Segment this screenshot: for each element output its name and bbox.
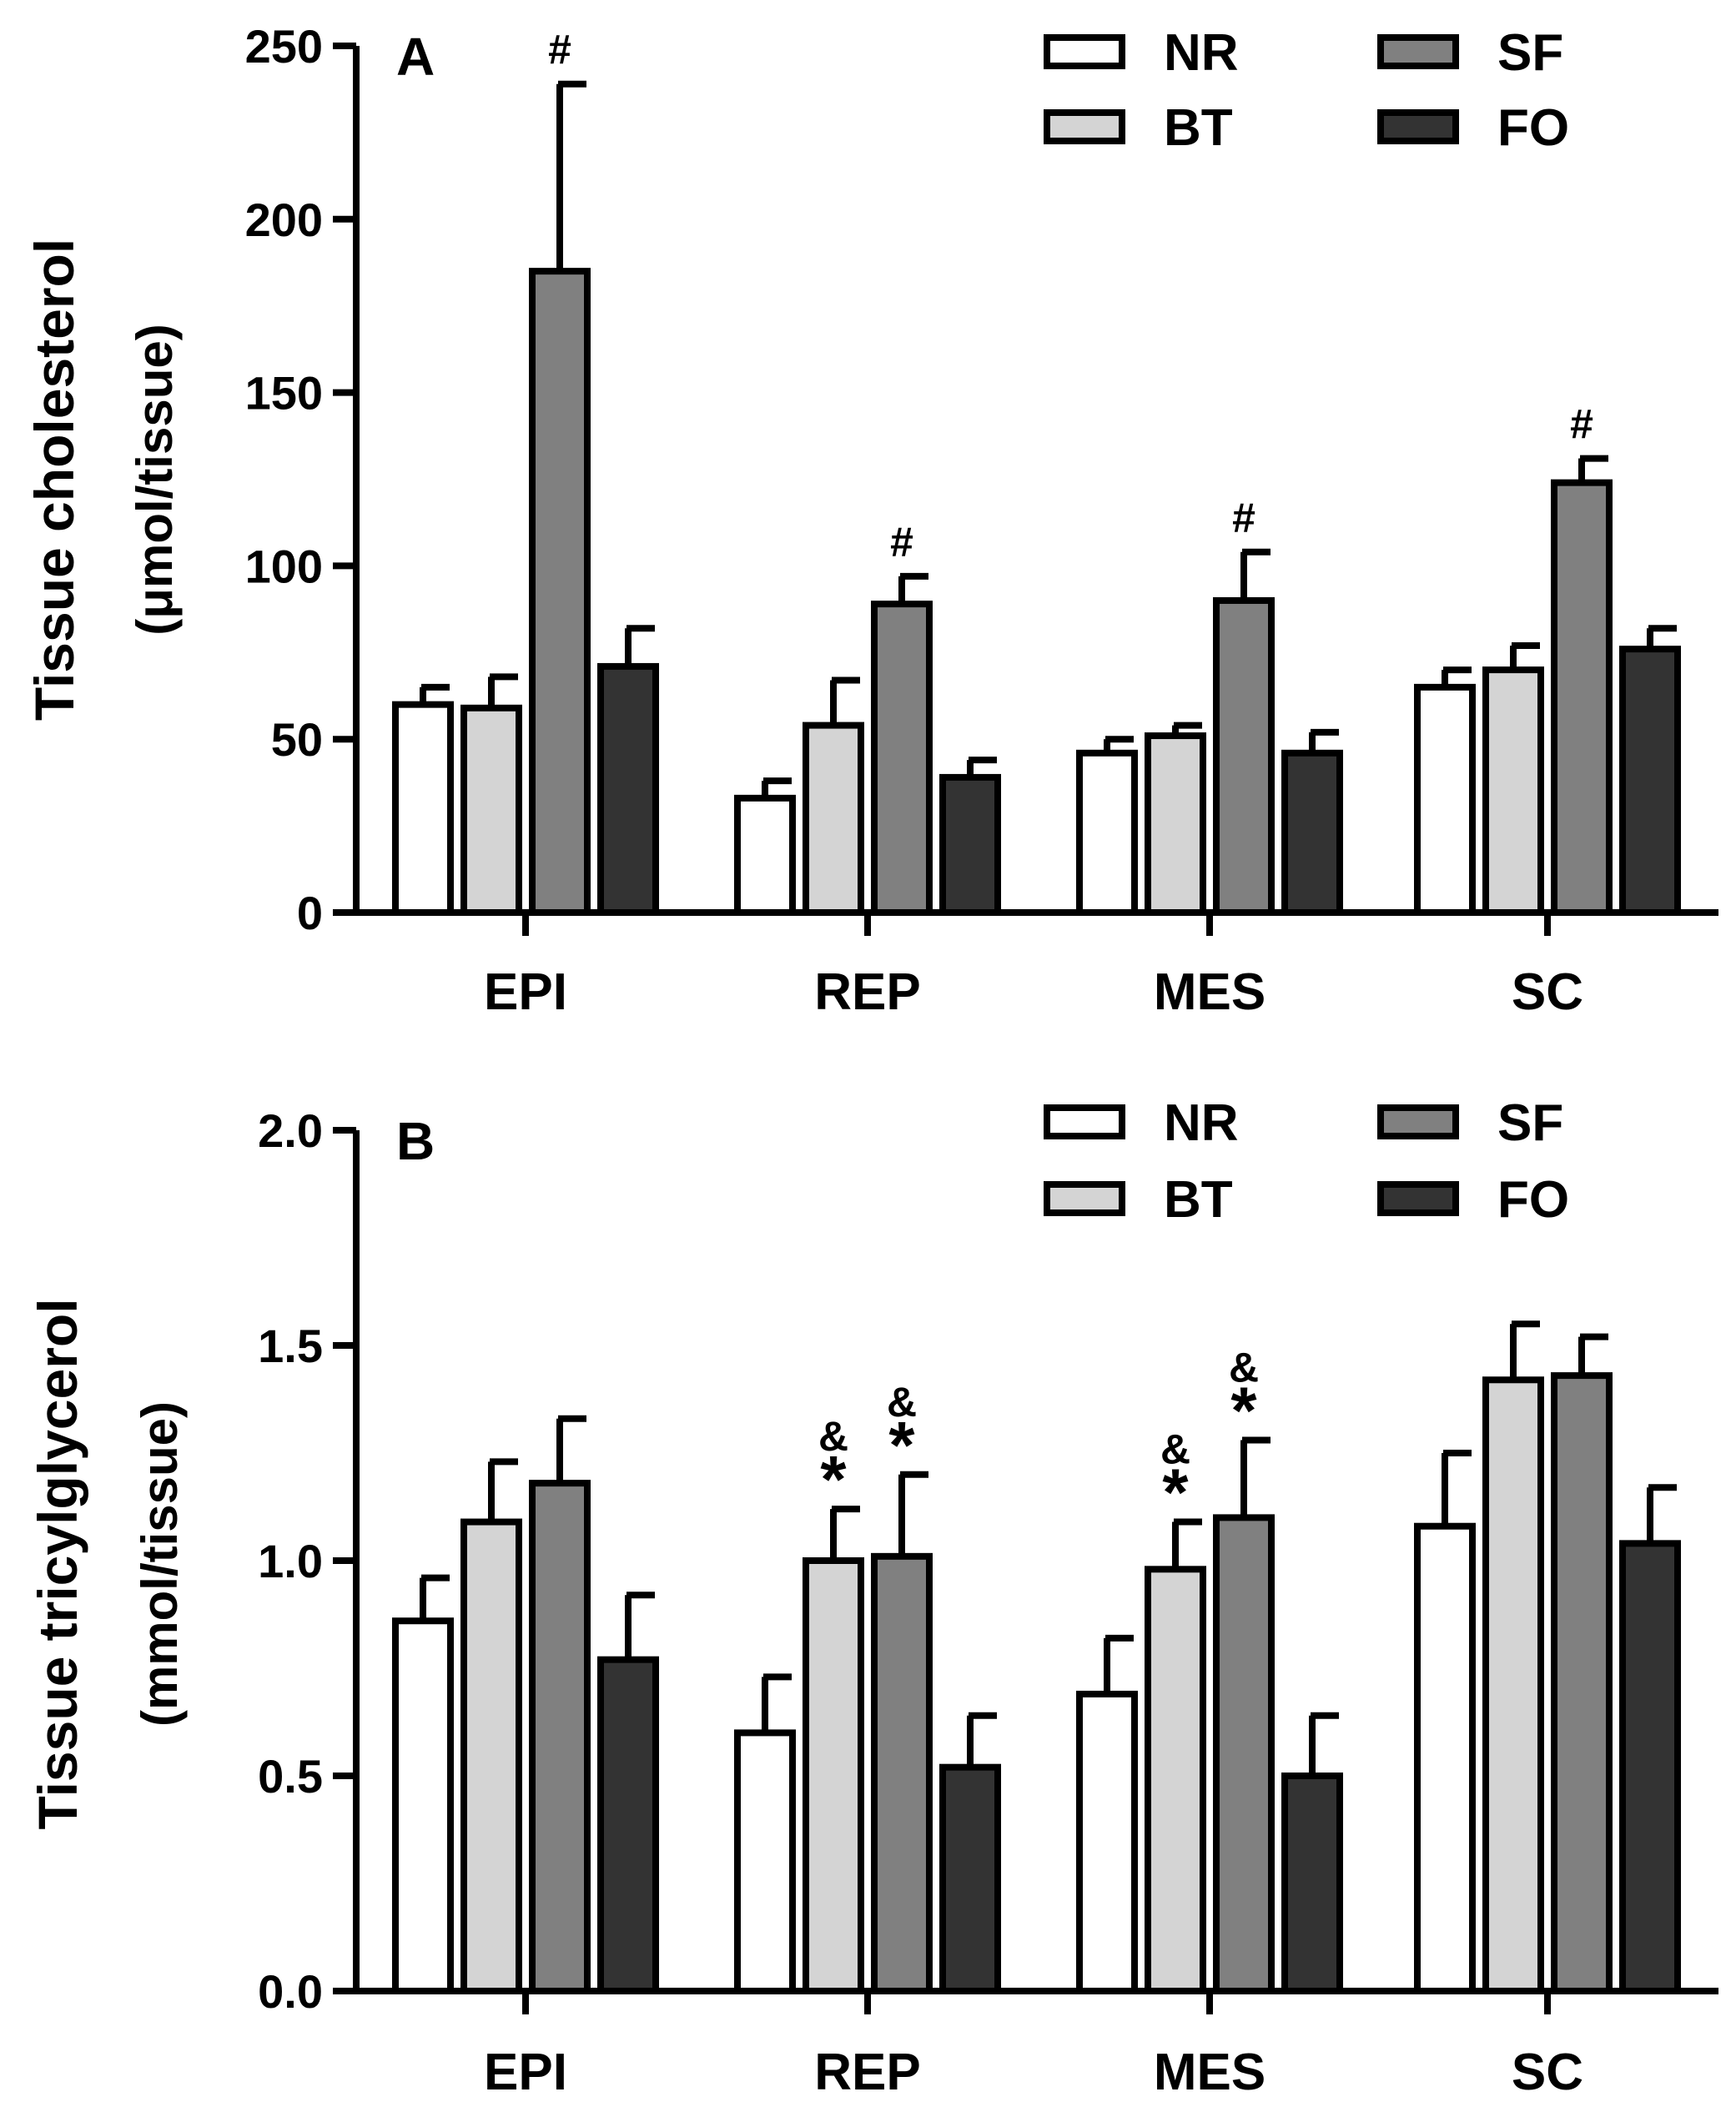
x-tick-label: MES (1154, 963, 1266, 1021)
bar-bt-mes (1145, 1566, 1206, 1994)
bar-fo-sc (1619, 646, 1681, 916)
x-tick-label: EPI (484, 2044, 567, 2101)
y-axis-label-units: (μmol/tissue) (127, 324, 183, 635)
x-tick-label: EPI (484, 963, 567, 1021)
bar-nr-rep (734, 794, 796, 916)
bar-sf-mes (1213, 596, 1275, 917)
y-tick-label: 2.0 (258, 1104, 323, 1157)
significance-marker: # (1232, 495, 1255, 541)
bar-nr-sc (1414, 683, 1476, 916)
legend-swatch-nr (1044, 1104, 1125, 1139)
significance-marker: # (548, 27, 571, 73)
bar-sf-epi (529, 1480, 591, 1994)
y-tick-label: 0.0 (258, 1965, 323, 2018)
bar-sf-epi (529, 268, 591, 916)
y-tick-label: 0 (297, 887, 323, 939)
bar-fo-rep (939, 773, 1001, 917)
y-tick-label: 50 (271, 713, 323, 766)
y-tick-label: 1.0 (258, 1535, 323, 1587)
panel-label: B (396, 1111, 435, 1171)
significance-marker: & (818, 1413, 848, 1460)
legend-swatch-sf (1377, 34, 1459, 69)
y-tick-label: 0.5 (258, 1750, 323, 1803)
y-tick-label: 1.5 (258, 1320, 323, 1372)
bar-fo-epi (597, 662, 659, 916)
x-tick-label: SC (1512, 2044, 1583, 2101)
significance-marker: # (890, 519, 913, 566)
bar-sf-rep (871, 601, 933, 917)
bar-nr-mes (1076, 1690, 1138, 1994)
y-tick-label: 100 (245, 540, 323, 592)
bar-bt-sc (1482, 1376, 1544, 1994)
panel-b-chart: 0.0 0.5 1.0 1.5 2.0 Tissue tricylglycerol (mmo… (27, 1094, 1718, 2101)
legend-swatch-sf (1377, 1104, 1459, 1139)
significance-marker: * (820, 1442, 847, 1516)
legend-label-bt: BT (1164, 99, 1233, 157)
legend-label-fo: FO (1497, 1171, 1569, 1229)
x-tick-label: REP (814, 2044, 920, 2101)
bar-fo-mes (1281, 1773, 1343, 1994)
legend-label-nr: NR (1164, 24, 1239, 82)
bar-sf-sc (1551, 479, 1613, 916)
bar-sf-rep (871, 1552, 933, 1994)
significance-marker: & (887, 1379, 917, 1426)
panel-label: A (396, 27, 435, 87)
significance-marker: & (1160, 1426, 1190, 1473)
significance-marker: * (888, 1408, 915, 1482)
y-tick-label: 200 (245, 194, 323, 246)
legend-label-sf: SF (1497, 24, 1563, 82)
y-tick-label: 150 (245, 367, 323, 420)
significance-marker: # (1570, 401, 1593, 448)
y-axis-label: Tissue tricylglycerol (27, 1298, 88, 1829)
bar-sf-sc (1551, 1372, 1613, 1994)
legend-label-nr: NR (1164, 1094, 1239, 1152)
bar-nr-sc (1414, 1522, 1476, 1994)
significance-marker: * (1230, 1374, 1257, 1448)
y-axis-label-units: (mmol/tissue) (132, 1401, 188, 1727)
x-tick-label: SC (1512, 963, 1583, 1021)
x-tick-label: MES (1154, 2044, 1266, 2101)
significance-marker: & (1229, 1345, 1259, 1391)
legend-swatch-bt (1044, 1181, 1125, 1216)
legend-label-sf: SF (1497, 1094, 1563, 1152)
bar-bt-mes (1145, 732, 1206, 916)
bar-fo-sc (1619, 1540, 1681, 1994)
bar-nr-rep (734, 1729, 796, 1994)
bar-bt-sc (1482, 666, 1544, 917)
y-tick-label: 250 (245, 20, 323, 73)
legend-label-fo: FO (1497, 99, 1569, 157)
bar-sf-mes (1213, 1514, 1275, 1994)
significance-marker: * (1162, 1456, 1189, 1530)
legend-swatch-bt (1044, 109, 1125, 144)
legend-swatch-fo (1377, 1181, 1459, 1216)
bar-fo-epi (597, 1656, 659, 1995)
bar-nr-epi (392, 1617, 454, 1994)
legend-swatch-nr (1044, 34, 1125, 69)
bar-fo-rep (939, 1763, 1001, 1994)
bar-bt-rep (803, 722, 864, 916)
bar-nr-epi (392, 701, 454, 917)
y-axis-label: Tissue cholesterol (23, 239, 85, 721)
bar-bt-rep (803, 1557, 864, 1994)
panel-a-chart: 0 50 100 150 200 250 Tissue cholesterol (μmol/t… (23, 20, 1718, 1021)
legend-swatch-fo (1377, 109, 1459, 144)
legend-label-bt: BT (1164, 1171, 1233, 1229)
x-tick-label: REP (814, 963, 920, 1021)
bar-nr-mes (1076, 749, 1138, 916)
bar-bt-epi (460, 1518, 522, 1995)
bar-fo-mes (1281, 749, 1343, 916)
bar-bt-epi (460, 704, 522, 917)
